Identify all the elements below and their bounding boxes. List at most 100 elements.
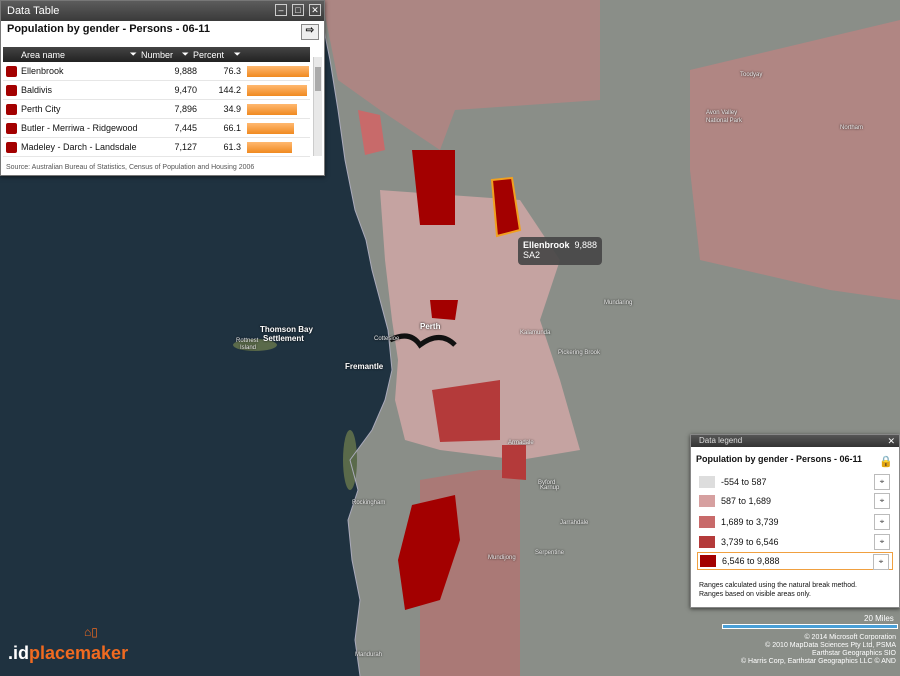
tooltip-value: 9,888 [574,240,597,250]
scrollbar-thumb[interactable] [315,67,321,91]
row-area-name: Butler - Merriwa - Ridgewood [21,123,138,133]
row-number: 9,470 [174,85,197,95]
row-percent: 61.3 [223,142,241,152]
data-legend-window: Data legend ✕ Population by gender - Per… [690,434,900,608]
place-label: Northam [840,125,864,131]
scale-bar [722,624,898,629]
legend-item[interactable]: 3,739 to 6,546 ⌖ [697,533,893,551]
placemaker-logo-icon: ⌂▯ [84,625,98,639]
attribution-line: © Harris Corp, Earthstar Geographics LLC… [740,658,896,665]
maximize-icon[interactable]: □ [292,4,304,16]
place-label: Karnup [540,485,560,491]
legend-label: 1,689 to 3,739 [721,517,779,527]
lock-icon[interactable]: 🔒 [879,456,893,468]
map-tooltip: Ellenbrook 9,888 SA2 [518,237,602,265]
place-label: Thomson Bay [260,325,313,334]
app-logo[interactable]: .idplacemaker [8,643,128,664]
place-label: Serpentine [535,550,565,556]
table-row[interactable]: Baldivis 9,470 144.2 [3,81,310,100]
legend-titlebar[interactable]: Data legend ✕ [691,435,899,447]
window-title: Data Table [7,5,60,17]
filter-icon[interactable]: ⏷ [129,48,137,59]
row-percent: 144.2 [218,85,241,95]
legend-label: 587 to 1,689 [721,496,772,506]
suburb-mid-3 [358,110,385,155]
row-number: 9,888 [174,66,197,76]
close-icon[interactable]: ✕ [887,436,895,446]
table-row[interactable]: Perth City 7,896 34.9 [3,100,310,119]
place-label: Toodyay [740,72,763,78]
filter-icon[interactable]: ⏷ [233,48,241,59]
legend-note: Ranges calculated using the natural brea… [699,581,857,599]
place-label: Mundaring [604,300,633,306]
data-table-titlebar[interactable]: Data Table – □ ✕ [1,1,324,21]
table-header: Area name ⏷ Number ⏷ Percent ⏷ [3,47,310,62]
row-percent: 66.1 [223,123,241,133]
legend-window-title: Data legend [699,436,743,445]
legend-note-line: Ranges based on visible areas only. [699,591,811,598]
suburb-dark-2 [430,300,458,320]
place-label: Mundijong [488,555,516,561]
close-icon[interactable]: ✕ [309,4,321,16]
place-label: Perth [420,322,441,331]
export-icon[interactable]: ⇨ [301,24,319,40]
table-row[interactable]: Ellenbrook 9,888 76.3 [3,62,310,81]
column-area-name[interactable]: Area name [21,49,66,60]
column-number[interactable]: Number [141,49,174,60]
row-swatch [6,141,17,153]
row-area-name: Ellenbrook [21,66,64,76]
table-row[interactable]: Butler - Merriwa - Ridgewood 7,445 66.1 [3,119,310,138]
faded-region-north [322,0,600,150]
attribution-line: © 2010 MapData Sciences Pty Ltd, PSMA [765,642,896,649]
legend-item-selected[interactable]: 6,546 to 9,888 ⌖ [697,552,893,570]
row-bar [247,65,309,77]
place-label: Settlement [263,334,304,343]
row-swatch [6,122,17,134]
data-table-window: Data Table – □ ✕ Population by gender - … [0,0,325,176]
rottnest-island [233,339,277,351]
legend-item[interactable]: 587 to 1,689 ⌖ [697,492,893,510]
pick-color-icon[interactable]: ⌖ [874,514,890,530]
row-percent: 76.3 [223,66,241,76]
row-number: 7,896 [174,104,197,114]
row-area-name: Madeley - Darch - Landsdale [21,142,137,152]
place-label: National Park [706,118,743,124]
place-label: Rottnest [236,338,259,344]
river [388,333,457,349]
legend-label: -554 to 587 [721,477,767,487]
suburb-mid-1 [432,380,500,442]
minimize-icon[interactable]: – [275,4,287,16]
table-row[interactable]: Madeley - Darch - Landsdale 7,127 61.3 [3,138,310,157]
pick-color-icon[interactable]: ⌖ [874,493,890,509]
place-label: Armadale [508,440,534,446]
legend-heading: Population by gender - Persons - 06-11 [696,454,863,464]
pick-color-icon[interactable]: ⌖ [874,474,890,490]
row-bar [247,141,292,153]
logo-name: placemaker [29,643,129,663]
legend-swatch [699,495,715,507]
row-area-name: Baldivis [21,85,53,95]
legend-item[interactable]: -554 to 587 ⌖ [697,473,893,491]
legend-label: 6,546 to 9,888 [722,556,780,566]
legend-label: 3,739 to 6,546 [721,537,779,547]
suburb-dark-1 [412,150,455,225]
legend-swatch [699,516,715,528]
column-percent[interactable]: Percent [193,49,225,60]
logo-prefix: .id [8,643,29,663]
row-swatch [6,84,17,96]
suburb-ellenbrook [490,176,522,238]
place-label: Avon Valley [706,110,738,116]
row-number: 7,127 [174,142,197,152]
suburb-mid-2 [502,445,526,480]
pick-color-icon[interactable]: ⌖ [873,554,889,570]
table-scrollbar[interactable] [313,57,322,156]
pick-color-icon[interactable]: ⌖ [874,534,890,550]
row-percent: 34.9 [223,104,241,114]
legend-item[interactable]: 1,689 to 3,739 ⌖ [697,513,893,531]
place-label: Byford [538,480,556,486]
filter-icon[interactable]: ⏷ [181,48,189,59]
suburb-baldivis [398,495,460,610]
data-table: Area name ⏷ Number ⏷ Percent ⏷ Ellenbrook 9… [3,47,310,157]
row-number: 7,445 [174,123,197,133]
tooltip-type: SA2 [523,250,541,260]
